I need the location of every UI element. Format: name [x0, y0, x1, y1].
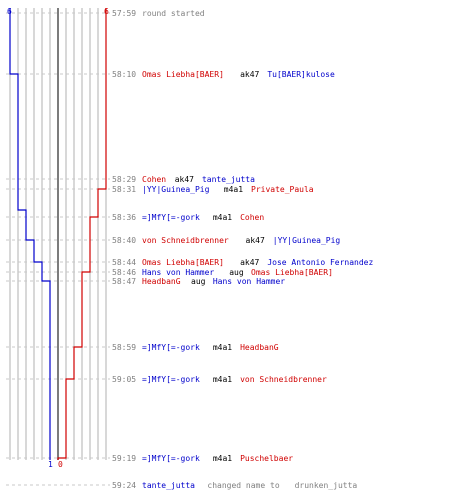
victim-name: tante_jutta — [202, 175, 255, 184]
event-timestamp: 59:24 — [112, 481, 136, 490]
red-team-alive-line — [57, 8, 107, 460]
player-grid — [9, 8, 107, 460]
blue-end-count: 1 — [48, 460, 53, 469]
weapon-name: aug — [191, 277, 206, 286]
alive-count-steps — [9, 8, 107, 460]
blue-team-alive-line — [9, 8, 51, 460]
rename-action-text: changed name to — [207, 481, 279, 490]
victim-name: HeadbanG — [240, 343, 279, 352]
weapon-name: ak47 — [240, 258, 259, 267]
event-timestamp: 59:05 — [112, 375, 136, 384]
victim-name: |YY|Guinea_Pig — [273, 236, 341, 245]
killer-name: HeadbanG — [142, 277, 181, 286]
event-labels: 57:59 round started 58:10 Omas Liebha[BAER]… — [112, 9, 373, 490]
killer-name: Omas Liebha[BAER] — [142, 70, 224, 79]
weapon-name: ak47 — [175, 175, 194, 184]
event-timestamp: 58:31 — [112, 185, 136, 194]
event-timestamp: 59:19 — [112, 454, 136, 463]
killer-name: von Schneidbrenner — [142, 236, 229, 245]
victim-name: Cohen — [240, 213, 264, 222]
killer-name: =]MfY[=-gork — [142, 375, 200, 384]
killer-name: =]MfY[=-gork — [142, 213, 200, 222]
blue-start-count: 6 — [7, 7, 12, 16]
event-status-text: round started — [142, 9, 205, 18]
red-end-count: 0 — [58, 460, 63, 469]
red-start-count: 6 — [104, 7, 109, 16]
event-timestamp: 58:40 — [112, 236, 136, 245]
weapon-name: m4a1 — [213, 454, 232, 463]
victim-name: Puschelbaer — [240, 454, 293, 463]
weapon-name: aug — [229, 268, 244, 277]
event-timestamp: 58:10 — [112, 70, 136, 79]
new-player-name: drunken_jutta — [295, 481, 358, 490]
killer-name: =]MfY[=-gork — [142, 343, 200, 352]
victim-name: Tu[BAER]kulose — [267, 70, 335, 79]
event-timestamp: 58:59 — [112, 343, 136, 352]
victim-name: Private_Paula — [251, 185, 314, 194]
event-timestamp: 58:44 — [112, 258, 136, 267]
weapon-name: m4a1 — [213, 375, 232, 384]
killer-name: Cohen — [142, 175, 166, 184]
event-timestamp: 58:47 — [112, 277, 136, 286]
event-timestamp: 58:29 — [112, 175, 136, 184]
victim-name: Hans von Hammer — [213, 277, 285, 286]
killer-name: Omas Liebha[BAER] — [142, 258, 224, 267]
victim-name: von Schneidbrenner — [240, 375, 327, 384]
event-timestamp: 58:36 — [112, 213, 136, 222]
player-name: tante_jutta — [142, 481, 195, 490]
victim-name: Jose Antonio Fernandez — [267, 258, 373, 267]
weapon-name: ak47 — [240, 70, 259, 79]
victim-name: Omas Liebha[BAER] — [251, 268, 333, 277]
weapon-name: m4a1 — [224, 185, 243, 194]
killer-name: |YY|Guinea_Pig — [142, 185, 210, 194]
weapon-name: ak47 — [246, 236, 265, 245]
killer-name: Hans von Hammer — [142, 268, 214, 277]
weapon-name: m4a1 — [213, 343, 232, 352]
event-timestamp: 58:46 — [112, 268, 136, 277]
event-timestamp: 57:59 — [112, 9, 136, 18]
weapon-name: m4a1 — [213, 213, 232, 222]
killer-name: =]MfY[=-gork — [142, 454, 200, 463]
